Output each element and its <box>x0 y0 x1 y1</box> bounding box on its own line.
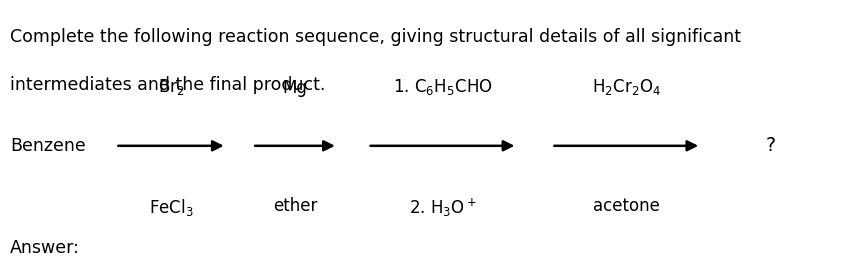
Text: Benzene: Benzene <box>10 137 86 155</box>
Text: 2. H$_3$O$^+$: 2. H$_3$O$^+$ <box>409 197 476 220</box>
Text: ether: ether <box>273 197 317 215</box>
Text: 1. C$_6$H$_5$CHO: 1. C$_6$H$_5$CHO <box>392 77 492 97</box>
Text: acetone: acetone <box>593 197 660 215</box>
Text: intermediates and the final product.: intermediates and the final product. <box>10 76 326 94</box>
Text: H$_2$Cr$_2$O$_4$: H$_2$Cr$_2$O$_4$ <box>592 77 661 97</box>
Text: ?: ? <box>765 136 775 155</box>
Text: FeCl$_3$: FeCl$_3$ <box>149 197 193 218</box>
Text: Mg: Mg <box>282 79 308 97</box>
Text: Br$_2$: Br$_2$ <box>157 77 185 97</box>
Text: Answer:: Answer: <box>10 239 80 257</box>
Text: Complete the following reaction sequence, giving structural details of all signi: Complete the following reaction sequence… <box>10 28 741 46</box>
